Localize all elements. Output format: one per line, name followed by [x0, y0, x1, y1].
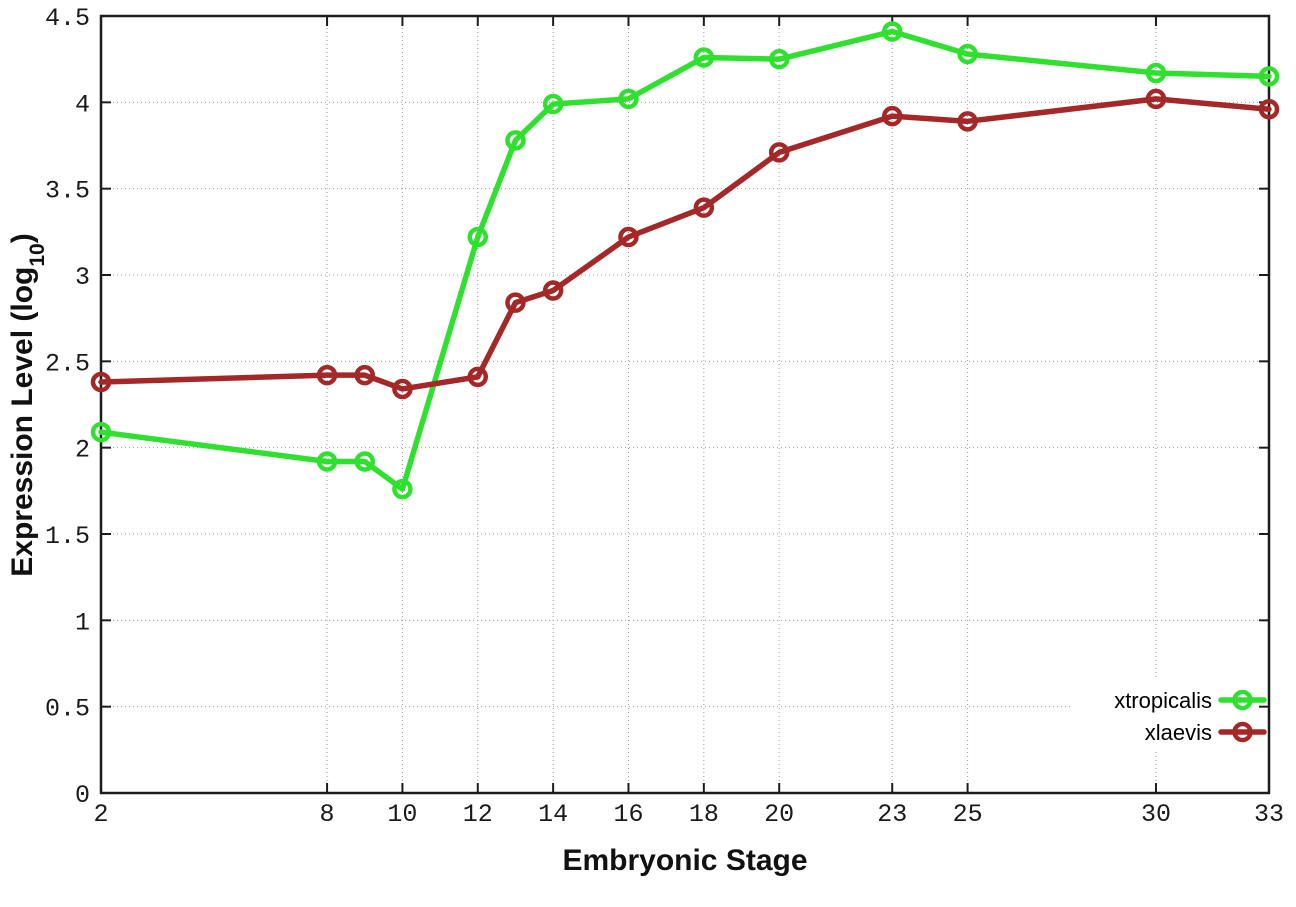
- x-tick-label: 12: [463, 800, 493, 829]
- data-point-xtropicalis: [881, 21, 903, 42]
- data-point-xlaevis: [392, 378, 413, 400]
- data-point-xlaevis: [1145, 88, 1167, 110]
- data-point-xlaevis: [618, 226, 639, 248]
- y-tick-label: 3: [75, 263, 90, 292]
- data-point-xlaevis: [957, 111, 978, 132]
- series-line-xtropicalis: [98, 28, 1272, 492]
- data-point-xtropicalis: [316, 451, 338, 472]
- data-point-xlaevis: [693, 197, 715, 218]
- y-axis-title-text: Expression Level (log: [6, 266, 39, 577]
- x-tick-label: 10: [387, 800, 417, 829]
- x-tick-label: 8: [320, 800, 335, 829]
- y-tick-label: 1: [75, 608, 90, 637]
- y-tick-label: 1.5: [45, 522, 90, 551]
- series-line-xlaevis: [98, 96, 1272, 392]
- y-tick-label: 4: [75, 90, 90, 119]
- y-tick-label: 3.5: [45, 177, 90, 206]
- y-tick-label: 2: [75, 436, 90, 465]
- x-axis-title: Embryonic Stage: [562, 844, 808, 877]
- y-axis-title-close: ): [6, 233, 39, 244]
- data-point-xtropicalis: [467, 226, 489, 248]
- x-tick-label: 30: [1141, 800, 1171, 829]
- data-point-xlaevis: [505, 292, 526, 313]
- data-point-xtropicalis: [618, 88, 639, 110]
- data-point-xlaevis: [316, 364, 338, 386]
- y-tick-label: 4.5: [45, 4, 90, 33]
- data-point-xtropicalis: [768, 48, 790, 70]
- data-point-xtropicalis: [1145, 62, 1167, 84]
- legend-background: [1072, 680, 1266, 752]
- data-point-xtropicalis: [505, 130, 526, 151]
- x-tick-label: 16: [613, 800, 643, 829]
- data-point-xlaevis: [768, 142, 790, 163]
- data-point-xlaevis: [1258, 98, 1280, 120]
- data-point-xtropicalis: [542, 93, 564, 115]
- x-tick-label: 14: [538, 800, 568, 829]
- data-point-xtropicalis: [1258, 66, 1280, 87]
- x-tick-label: 20: [764, 800, 794, 829]
- data-point-xlaevis: [90, 371, 112, 393]
- data-point-xtropicalis: [392, 478, 413, 500]
- plot-border: [99, 14, 1271, 795]
- legend-label-xtropicalis: xtropicalis: [1114, 688, 1212, 713]
- x-tick-label: 18: [689, 800, 719, 829]
- x-tick-label: 2: [93, 800, 108, 829]
- y-axis-title: Expression Level (log10): [6, 210, 49, 600]
- legend-marker-xtropicalis: [1232, 689, 1253, 711]
- data-point-xlaevis: [467, 366, 489, 388]
- data-point-xtropicalis: [354, 451, 375, 472]
- y-axis-title-subscript: 10: [26, 243, 50, 267]
- y-tick-label: 2.5: [45, 349, 90, 378]
- x-tick-label: 33: [1254, 800, 1284, 829]
- data-point-xlaevis: [354, 364, 375, 386]
- data-point-xlaevis: [542, 280, 564, 301]
- legend-label-xlaevis: xlaevis: [1145, 720, 1212, 745]
- x-tick-label: 23: [877, 800, 907, 829]
- data-point-xtropicalis: [90, 421, 112, 443]
- y-tick-label: 0.5: [45, 695, 90, 724]
- legend-marker-xlaevis: [1232, 721, 1253, 743]
- x-tick-label: 25: [953, 800, 983, 829]
- data-point-xlaevis: [881, 105, 903, 127]
- y-tick-label: 0: [75, 781, 90, 810]
- data-point-xtropicalis: [693, 47, 715, 68]
- data-point-xtropicalis: [957, 43, 978, 65]
